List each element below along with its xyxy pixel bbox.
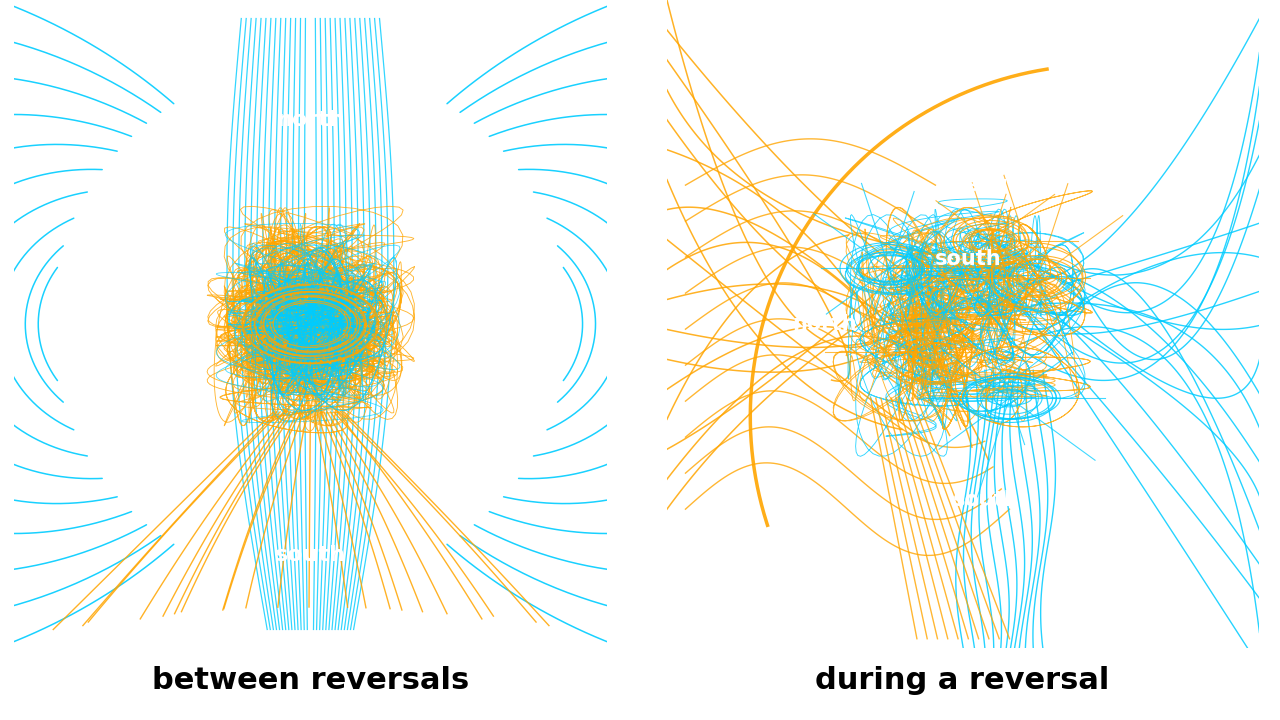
Text: during a reversal: during a reversal <box>815 666 1110 695</box>
Text: south: south <box>934 249 1001 269</box>
Text: north: north <box>1070 508 1134 528</box>
Text: south: south <box>954 490 1020 510</box>
Text: south: south <box>966 175 1033 195</box>
Text: south: south <box>275 546 346 565</box>
Text: north: north <box>792 314 856 334</box>
Text: north: north <box>1097 83 1162 102</box>
Text: north: north <box>276 110 344 130</box>
Text: between reversals: between reversals <box>152 666 470 695</box>
